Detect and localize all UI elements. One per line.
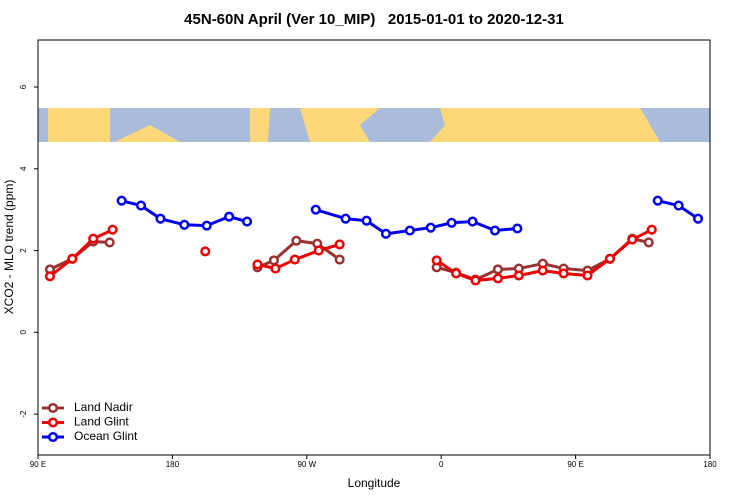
data-point bbox=[470, 275, 481, 286]
data-point bbox=[107, 224, 118, 235]
data-point bbox=[627, 234, 638, 245]
y-tick-label: 6 bbox=[19, 84, 28, 89]
data-point bbox=[340, 213, 351, 224]
x-tick-label: 180 bbox=[166, 460, 180, 469]
data-point bbox=[135, 200, 147, 211]
data-point bbox=[425, 222, 436, 233]
data-point bbox=[431, 255, 442, 266]
data-point bbox=[513, 270, 524, 281]
data-point bbox=[242, 216, 253, 227]
data-point bbox=[404, 225, 415, 236]
data-point bbox=[361, 215, 372, 226]
data-point bbox=[489, 225, 501, 236]
plot-frame bbox=[37, 39, 711, 456]
map-sea bbox=[360, 108, 445, 142]
data-point bbox=[116, 195, 127, 206]
data-point bbox=[693, 213, 704, 224]
data-point bbox=[604, 253, 615, 264]
data-point bbox=[646, 224, 657, 235]
data-point bbox=[310, 204, 321, 215]
data-point bbox=[492, 264, 503, 275]
x-tick-label: 0 bbox=[439, 460, 444, 469]
data-point bbox=[451, 268, 462, 279]
y-tick-label: 4 bbox=[19, 166, 28, 171]
y-tick-label: 0 bbox=[19, 330, 28, 335]
data-point bbox=[252, 259, 263, 270]
data-point bbox=[179, 219, 190, 230]
legend-marker bbox=[47, 417, 59, 428]
data-point bbox=[291, 235, 302, 246]
y-axis-label: XCO2 - MLO trend (ppm) bbox=[2, 180, 16, 315]
data-point bbox=[289, 254, 300, 265]
legend-item: Land Glint bbox=[42, 415, 129, 429]
data-point bbox=[104, 237, 115, 248]
data-point bbox=[673, 200, 684, 211]
legend-item: Ocean Glint bbox=[42, 429, 138, 443]
x-tick-label: 180 bbox=[703, 460, 717, 469]
data-point bbox=[582, 270, 593, 281]
data-point bbox=[224, 211, 235, 222]
data-point bbox=[558, 268, 569, 279]
data-point bbox=[268, 255, 279, 266]
map-sea bbox=[110, 108, 250, 142]
legend-item: Land Nadir bbox=[42, 400, 133, 414]
x-axis-label: Longitude bbox=[348, 476, 401, 490]
map-sea bbox=[38, 108, 48, 142]
map-band bbox=[38, 108, 710, 142]
map-sea bbox=[268, 108, 310, 142]
data-point bbox=[512, 223, 523, 234]
legend-label: Land Nadir bbox=[74, 400, 133, 414]
legend-label: Land Glint bbox=[74, 415, 129, 429]
legend-marker bbox=[47, 402, 59, 414]
data-point bbox=[380, 228, 391, 239]
data-point bbox=[67, 253, 78, 264]
data-point bbox=[155, 213, 166, 224]
data-point bbox=[446, 217, 457, 228]
data-point bbox=[200, 246, 211, 257]
x-tick-label: 90 W bbox=[297, 460, 316, 469]
y-tick-label: 2 bbox=[19, 248, 28, 253]
chart-title: 45N-60N April (Ver 10_MIP) 2015-01-01 to… bbox=[184, 11, 564, 28]
data-point bbox=[537, 265, 548, 276]
data-point bbox=[492, 273, 503, 284]
data-point bbox=[652, 195, 663, 206]
data-point bbox=[270, 263, 281, 274]
data-point bbox=[44, 271, 55, 282]
data-point bbox=[88, 233, 99, 244]
data-point bbox=[313, 245, 324, 256]
data-point bbox=[334, 254, 345, 265]
legend-label: Ocean Glint bbox=[74, 429, 138, 443]
data-point bbox=[334, 239, 345, 250]
data-point bbox=[467, 216, 478, 227]
data-point bbox=[643, 237, 654, 248]
x-tick-label: 90 E bbox=[567, 460, 583, 469]
data-point bbox=[201, 220, 212, 231]
legend-marker bbox=[47, 431, 59, 443]
map-sea bbox=[640, 108, 710, 142]
x-tick-label: 90 E bbox=[30, 460, 46, 469]
y-tick-label: -2 bbox=[19, 410, 28, 418]
